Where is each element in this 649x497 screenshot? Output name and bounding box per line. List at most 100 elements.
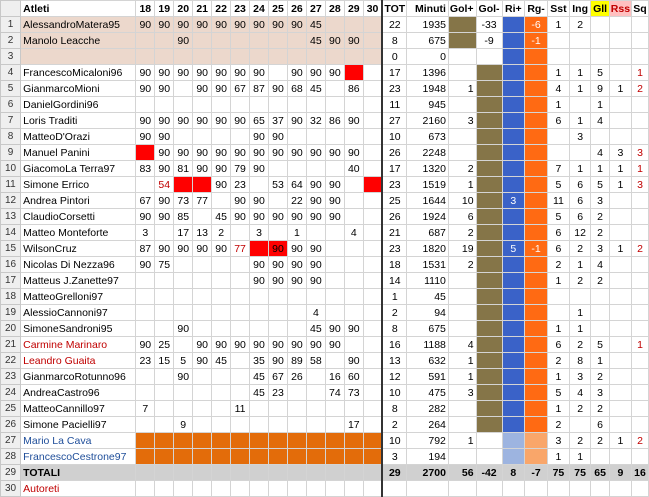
stat-cell[interactable]: 6 <box>568 208 592 225</box>
stat-cell[interactable] <box>192 368 213 385</box>
stat-cell[interactable]: 45 <box>249 368 269 385</box>
stat-cell[interactable]: 90 <box>249 128 269 145</box>
stat-cell[interactable] <box>608 368 633 385</box>
stat-cell[interactable]: 75 <box>568 464 592 481</box>
stat-cell[interactable] <box>447 128 477 145</box>
stat-cell[interactable]: 90 <box>154 208 175 225</box>
stat-cell[interactable] <box>447 144 477 161</box>
stat-cell[interactable] <box>249 48 269 65</box>
stat-cell[interactable]: 1 <box>590 160 610 177</box>
stat-cell[interactable]: 77 <box>192 192 213 209</box>
stat-cell[interactable]: 90 <box>268 272 288 289</box>
stat-cell[interactable] <box>501 96 526 113</box>
stat-cell[interactable]: 14 <box>381 272 408 289</box>
stat-cell[interactable] <box>230 368 251 385</box>
stat-cell[interactable] <box>608 384 633 401</box>
stat-cell[interactable]: 5 <box>590 176 610 193</box>
stat-cell[interactable]: 74 <box>324 384 345 401</box>
stat-cell[interactable]: 1 <box>547 448 570 465</box>
stat-cell[interactable] <box>547 128 570 145</box>
stat-cell[interactable]: 90 <box>286 272 307 289</box>
stat-cell[interactable] <box>173 288 194 305</box>
stat-cell[interactable] <box>524 352 548 369</box>
stat-cell[interactable]: 1 <box>568 448 592 465</box>
stat-cell[interactable] <box>173 256 194 273</box>
stat-cell[interactable] <box>268 448 288 465</box>
column-header[interactable]: 19 <box>154 0 175 17</box>
stat-cell[interactable]: 45 <box>249 384 269 401</box>
stat-cell[interactable] <box>286 448 307 465</box>
stat-cell[interactable]: 5 <box>590 336 610 353</box>
stat-cell[interactable] <box>631 16 649 33</box>
stat-cell[interactable] <box>568 48 592 65</box>
stat-cell[interactable]: 5 <box>547 384 570 401</box>
stat-cell[interactable]: 10 <box>447 192 477 209</box>
stat-cell[interactable]: -1 <box>524 240 548 257</box>
stat-cell[interactable] <box>524 336 548 353</box>
stat-cell[interactable] <box>343 464 364 481</box>
stat-cell[interactable]: 6 <box>547 240 570 257</box>
stat-cell[interactable]: 3 <box>568 368 592 385</box>
stat-cell[interactable] <box>211 416 232 433</box>
stat-cell[interactable] <box>154 480 175 497</box>
stat-cell[interactable]: 90 <box>192 16 213 33</box>
stat-cell[interactable] <box>305 48 326 65</box>
stat-cell[interactable]: 1519 <box>406 176 449 193</box>
stat-cell[interactable] <box>475 208 503 225</box>
stat-cell[interactable]: 4 <box>547 80 570 97</box>
stat-cell[interactable] <box>305 448 326 465</box>
stat-cell[interactable] <box>343 480 364 497</box>
stat-cell[interactable] <box>173 48 194 65</box>
stat-cell[interactable] <box>286 464 307 481</box>
stat-cell[interactable] <box>230 384 251 401</box>
stat-cell[interactable]: 1935 <box>406 16 449 33</box>
stat-cell[interactable]: 4 <box>447 336 477 353</box>
stat-cell[interactable] <box>324 480 345 497</box>
stat-cell[interactable]: 1396 <box>406 64 449 81</box>
stat-cell[interactable]: 90 <box>305 240 326 257</box>
athlete-name[interactable]: GianmarcoMioni <box>20 80 137 97</box>
stat-cell[interactable]: 87 <box>249 80 269 97</box>
stat-cell[interactable]: 3 <box>590 192 610 209</box>
stat-cell[interactable] <box>524 192 548 209</box>
stat-cell[interactable]: 90 <box>154 64 175 81</box>
stat-cell[interactable]: 90 <box>192 336 213 353</box>
stat-cell[interactable] <box>447 272 477 289</box>
row-number[interactable]: 19 <box>0 304 22 321</box>
stat-cell[interactable] <box>154 448 175 465</box>
row-number[interactable]: 28 <box>0 448 22 465</box>
stat-cell[interactable] <box>362 304 384 321</box>
stat-cell[interactable] <box>568 480 592 497</box>
stat-cell[interactable] <box>173 432 194 449</box>
stat-cell[interactable]: 3 <box>447 384 477 401</box>
stat-cell[interactable] <box>524 288 548 305</box>
stat-cell[interactable] <box>475 320 503 337</box>
row-number[interactable]: 2 <box>0 32 22 49</box>
stat-cell[interactable] <box>524 480 548 497</box>
stat-cell[interactable] <box>501 32 526 49</box>
stat-cell[interactable] <box>324 80 345 97</box>
stat-cell[interactable] <box>631 448 649 465</box>
stat-cell[interactable] <box>343 336 364 353</box>
stat-cell[interactable]: 2 <box>631 80 649 97</box>
stat-cell[interactable]: 1644 <box>406 192 449 209</box>
stat-cell[interactable]: 90 <box>135 112 156 129</box>
stat-cell[interactable] <box>501 448 526 465</box>
stat-cell[interactable] <box>249 96 269 113</box>
stat-cell[interactable]: 90 <box>192 112 213 129</box>
stat-cell[interactable]: 12 <box>568 224 592 241</box>
stat-cell[interactable]: 4 <box>568 384 592 401</box>
stat-cell[interactable]: 68 <box>286 80 307 97</box>
stat-cell[interactable] <box>211 192 232 209</box>
stat-cell[interactable]: 9 <box>590 80 610 97</box>
stat-cell[interactable] <box>447 64 477 81</box>
column-header[interactable]: 24 <box>249 0 269 17</box>
row-number[interactable]: 12 <box>0 192 22 209</box>
athlete-name[interactable]: Leandro Guaita <box>20 352 137 369</box>
stat-cell[interactable] <box>230 256 251 273</box>
stat-cell[interactable] <box>524 208 548 225</box>
stat-cell[interactable]: 6 <box>568 192 592 209</box>
stat-cell[interactable]: 2 <box>631 432 649 449</box>
stat-cell[interactable] <box>211 256 232 273</box>
athlete-name[interactable]: Manuel Panini <box>20 144 137 161</box>
